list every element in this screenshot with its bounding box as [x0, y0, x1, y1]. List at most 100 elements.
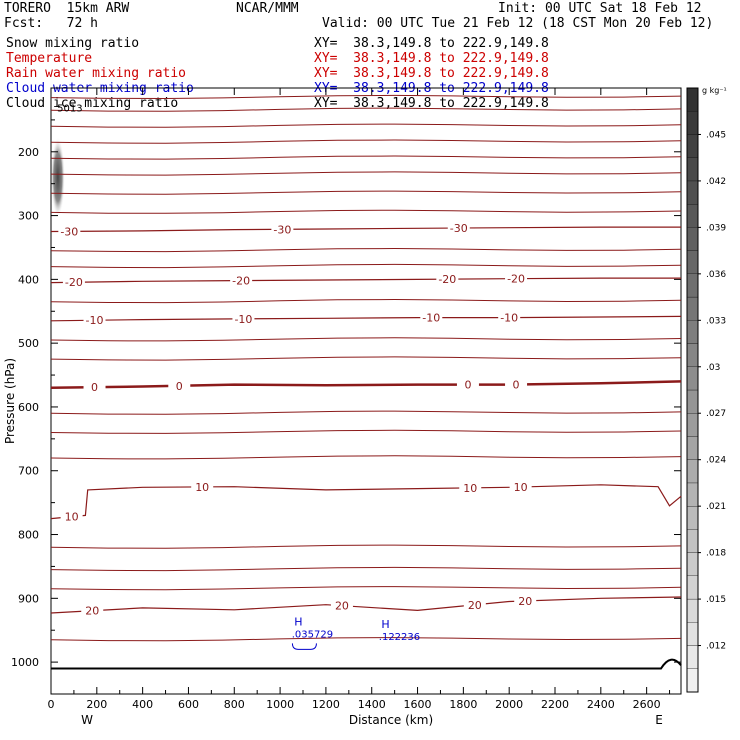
contour-label-bg	[505, 378, 528, 391]
colorbar-cell	[686, 227, 699, 251]
contour-label: -30	[450, 222, 468, 235]
contour-label: 10	[514, 481, 528, 494]
temperature-contour-minor	[50, 247, 682, 253]
x-tick-label: 1400	[358, 698, 386, 711]
colorbar-label: .042	[706, 177, 726, 187]
temperature-contour-minor	[50, 566, 682, 572]
x-tick-label: 600	[178, 698, 199, 711]
temperature-contour-minor	[50, 155, 682, 160]
colorbar-label: .03	[706, 363, 720, 373]
colorbar-cell	[686, 389, 699, 414]
temperature-contour-minor	[50, 337, 682, 342]
temperature-contour-minor	[50, 107, 682, 112]
contour-label-bg	[168, 379, 191, 392]
colorbar-cell	[686, 111, 699, 135]
contour-label-bg	[230, 274, 253, 287]
colorbar-label: .012	[706, 642, 726, 652]
contour-label-bg	[498, 311, 521, 324]
colorbar-cell	[686, 413, 699, 437]
contour-label: -10	[422, 312, 440, 325]
y-tick-label: 500	[18, 337, 39, 350]
terrain-line	[51, 658, 682, 670]
colorbar-unit: g kg⁻¹	[702, 86, 727, 95]
colorbar-cell	[686, 436, 699, 460]
field-xy-snow: XY= 38.3,149.8 to 222.9,149.8	[314, 36, 549, 51]
contour-label: -20	[438, 273, 456, 286]
x-tick-label: 2000	[495, 698, 523, 711]
valid-time: Valid: 00 UTC Tue 21 Feb 12 (18 CST Mon …	[322, 16, 714, 31]
x-tick-label: 800	[224, 698, 245, 711]
x-tick-label: 2400	[587, 698, 615, 711]
x-tick-label: 1200	[312, 698, 340, 711]
contour-label-bg	[505, 272, 528, 285]
field-xy-rain: XY= 38.3,149.8 to 222.9,149.8	[314, 66, 549, 81]
temperature-contour-minor	[50, 298, 682, 304]
colorbar-cell	[686, 506, 699, 530]
colorbar-cell	[686, 622, 699, 646]
temperature-contour-10	[50, 484, 682, 520]
y-tick-label: 400	[18, 273, 39, 286]
colorbar-cell	[686, 529, 699, 553]
temperature-contour--30	[50, 226, 681, 233]
contour-label-bg	[62, 276, 85, 289]
snow-max-label: 5013	[57, 103, 82, 114]
temperature-contour-0	[50, 380, 682, 390]
contour-label: 0	[91, 381, 98, 394]
colorbar-cell	[686, 668, 699, 693]
temperature-contour--10	[50, 315, 682, 322]
contour-label: 20	[85, 605, 99, 618]
colorbar-cell	[686, 645, 699, 669]
contour-labels-layer: -30 -30 -30 -20 -20 -20 -20 -10 -10 -10 -10 0 0 0 0 10 1…	[58, 222, 537, 618]
cloud-water-high-marker: H	[294, 615, 302, 628]
contour-label-bg	[60, 510, 83, 523]
x-tick-label: 1600	[404, 698, 432, 711]
cloud-water-max-value: .122236	[379, 632, 420, 643]
colorbar-label: .033	[706, 316, 726, 326]
temperature-contour-minor	[50, 209, 682, 214]
colorbar-cell	[686, 320, 699, 344]
contour-label: -10	[86, 314, 104, 327]
contour-label: 0	[513, 379, 520, 392]
x-tick-label: 1000	[266, 698, 294, 711]
forecast-hour: Fcst: 72 h	[4, 16, 98, 31]
y-tick-label: 600	[18, 401, 39, 414]
temperature-contour--20	[50, 277, 681, 284]
contour-label-bg	[463, 598, 486, 611]
y-tick-label: 300	[18, 210, 39, 223]
cloud-water-contour	[291, 643, 317, 650]
colorbar-cell	[686, 204, 699, 228]
model-title: TORERO 15km ARW	[4, 1, 130, 16]
contour-label: 20	[518, 595, 532, 608]
temperature-contour-minor	[50, 123, 682, 128]
plot-frame	[50, 87, 682, 695]
contour-label-bg	[514, 594, 537, 607]
temperature-contour-minor	[50, 637, 682, 642]
x-tick-label: 400	[132, 698, 153, 711]
contour-label: -30	[273, 223, 291, 236]
contour-label: -20	[232, 275, 250, 288]
x-tick-label: 0	[48, 698, 55, 711]
west-label: W	[81, 713, 93, 727]
field-label-snow: Snow mixing ratio	[6, 36, 140, 51]
colorbar-label: .045	[706, 130, 726, 140]
contour-label-bg	[447, 222, 470, 235]
colorbar-label: .039	[706, 223, 726, 233]
field-label-rain: Rain water mixing ratio	[6, 66, 187, 81]
contour-label-bg	[456, 378, 479, 391]
contour-label-bg	[232, 312, 255, 325]
contour-label: -30	[60, 225, 78, 238]
contour-label: -10	[234, 313, 252, 326]
contour-label: 20	[335, 600, 349, 613]
x-tick-label: 2600	[633, 698, 661, 711]
contour-label-bg	[83, 381, 106, 394]
snow-shading-layer	[50, 137, 65, 218]
contour-label-bg	[420, 311, 443, 324]
colorbar-label: .027	[706, 409, 726, 419]
contour-label: 10	[65, 511, 79, 524]
colorbar-cell	[686, 575, 699, 600]
x-axis-title: Distance (km)	[349, 713, 433, 727]
colorbar-layer: .045 .042 .039 .036 .033 .03 .027 .024 .021 .018.…	[686, 86, 727, 693]
contour-label: 0	[464, 379, 471, 392]
